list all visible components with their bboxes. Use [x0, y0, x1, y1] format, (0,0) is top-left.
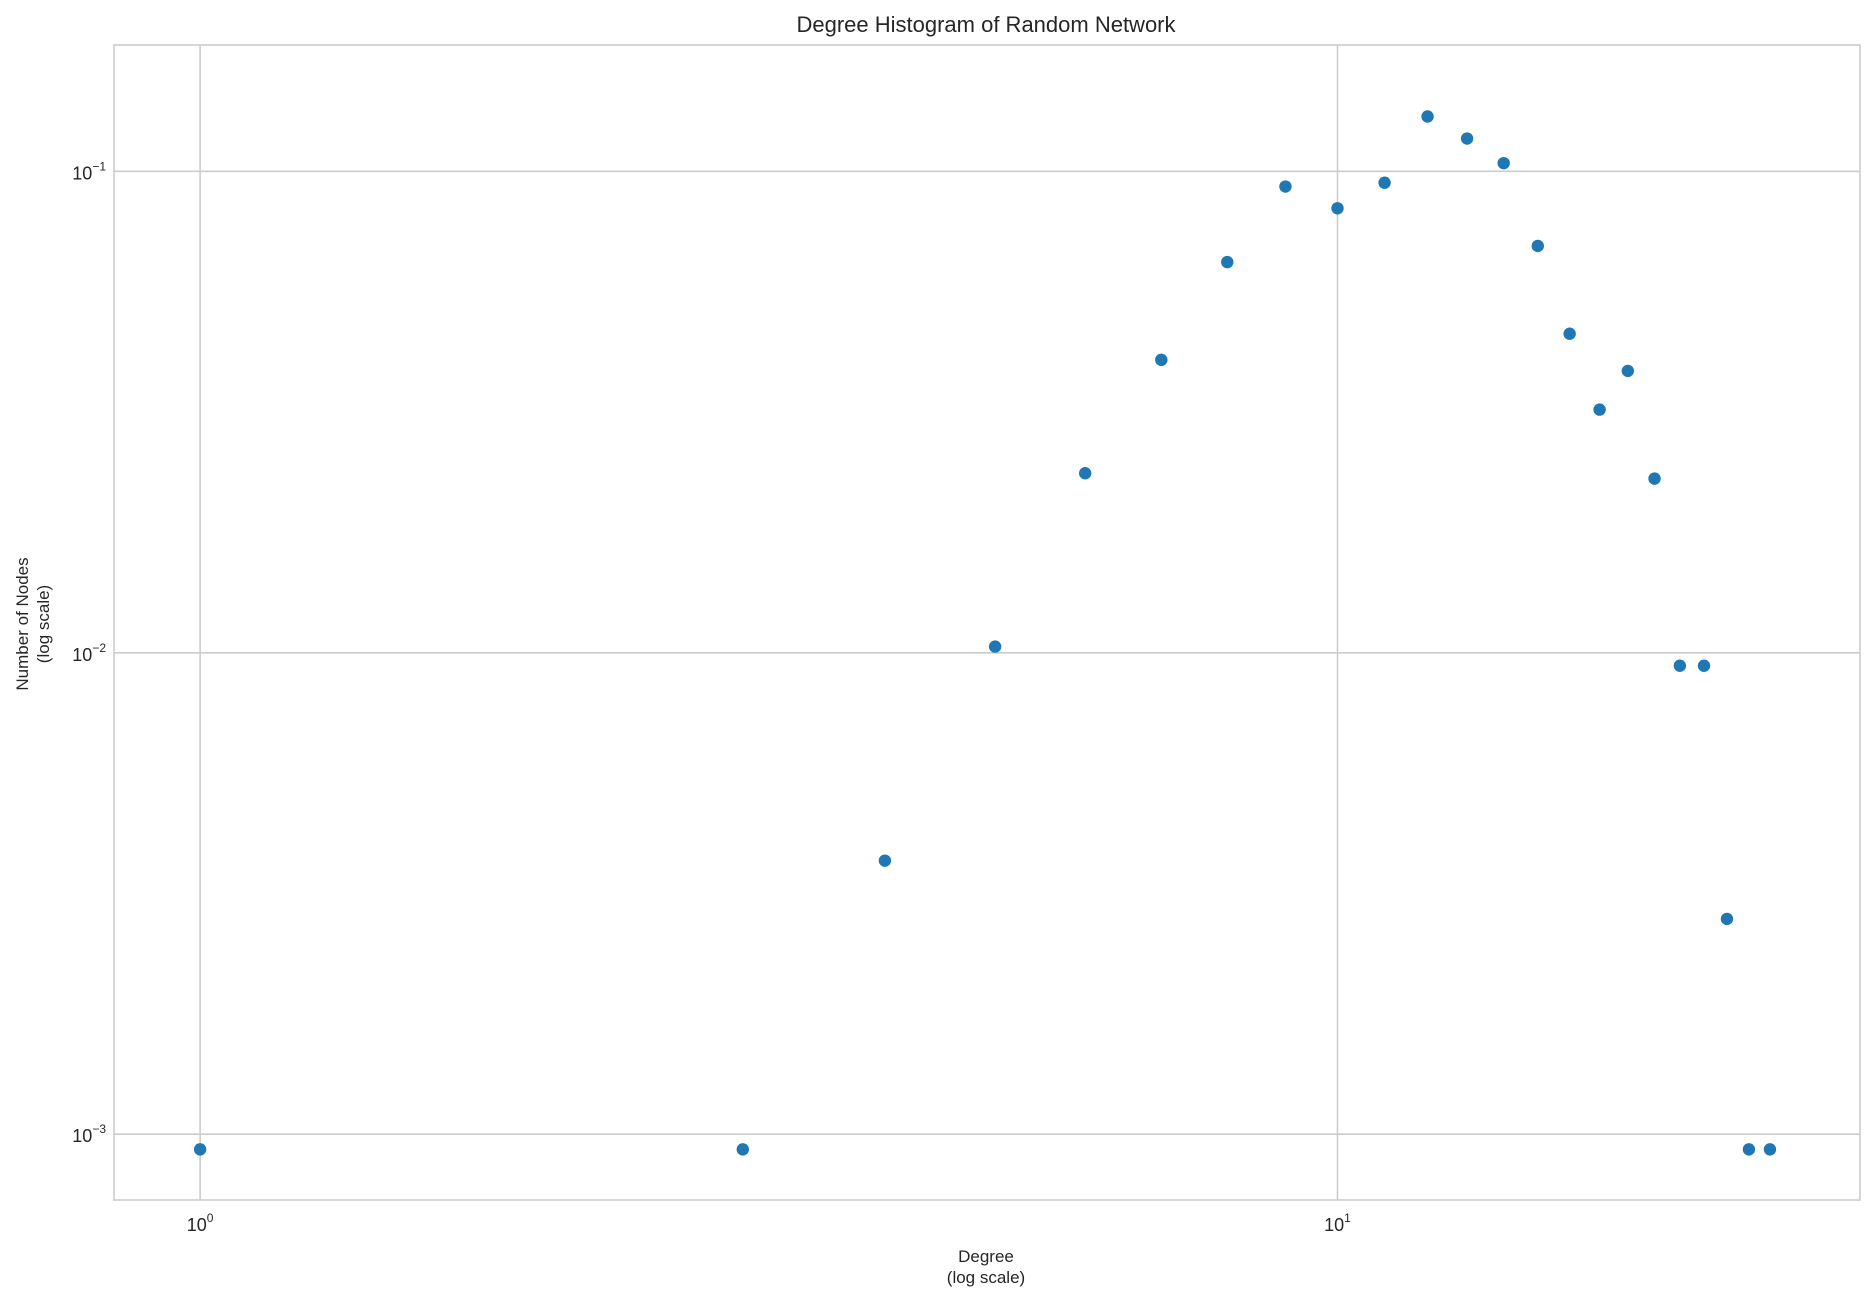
data-point-19: [1697, 659, 1711, 672]
y-tick-label-1: 10−2: [72, 641, 106, 665]
x-axis-label-line2: (log scale): [947, 1268, 1025, 1287]
data-point-4: [1078, 467, 1092, 480]
data-point-17: [1648, 472, 1661, 485]
data-point-10: [1421, 110, 1434, 123]
x-axis-label-line1: Degree: [958, 1247, 1014, 1266]
x-tick-label-0: 100: [187, 1211, 214, 1235]
y-axis-ticks: 10−3 10−2 10−1: [72, 159, 106, 1146]
data-point-15: [1593, 403, 1606, 416]
plot-area-frame: [113, 44, 1861, 1201]
y-tick-label-0: 10−3: [72, 1122, 106, 1146]
data-point-8: [1331, 202, 1344, 215]
data-point-13: [1531, 239, 1544, 253]
y-axis-label-line1: Number of Nodes: [13, 557, 32, 690]
x-tick-label-1: 101: [1324, 1211, 1351, 1235]
y-tick-label-2: 10−1: [72, 159, 106, 183]
data-point-12: [1497, 156, 1510, 170]
x-axis-ticks: 100 101: [187, 1211, 1351, 1235]
data-point-11: [1460, 132, 1474, 145]
data-point-7: [1279, 180, 1292, 193]
data-point-14: [1563, 327, 1576, 340]
data-point-5: [1155, 353, 1168, 367]
data-point-1: [736, 1143, 749, 1156]
chart-title: Degree Histogram of Random Network: [796, 12, 1176, 37]
data-point-18: [1673, 659, 1687, 672]
data-point-3: [988, 640, 1002, 653]
data-point-2: [878, 854, 892, 867]
data-point-22: [1763, 1143, 1777, 1156]
y-axis-label-line2: (log scale): [34, 585, 53, 663]
data-point-21: [1742, 1143, 1756, 1156]
data-point-9: [1378, 176, 1391, 189]
data-point-20: [1720, 912, 1734, 926]
data-point-16: [1621, 364, 1635, 378]
data-point-6: [1221, 255, 1234, 269]
scatter-points: [193, 110, 1777, 1156]
data-point-0: [193, 1143, 207, 1156]
grid-lines: [114, 45, 1860, 1200]
